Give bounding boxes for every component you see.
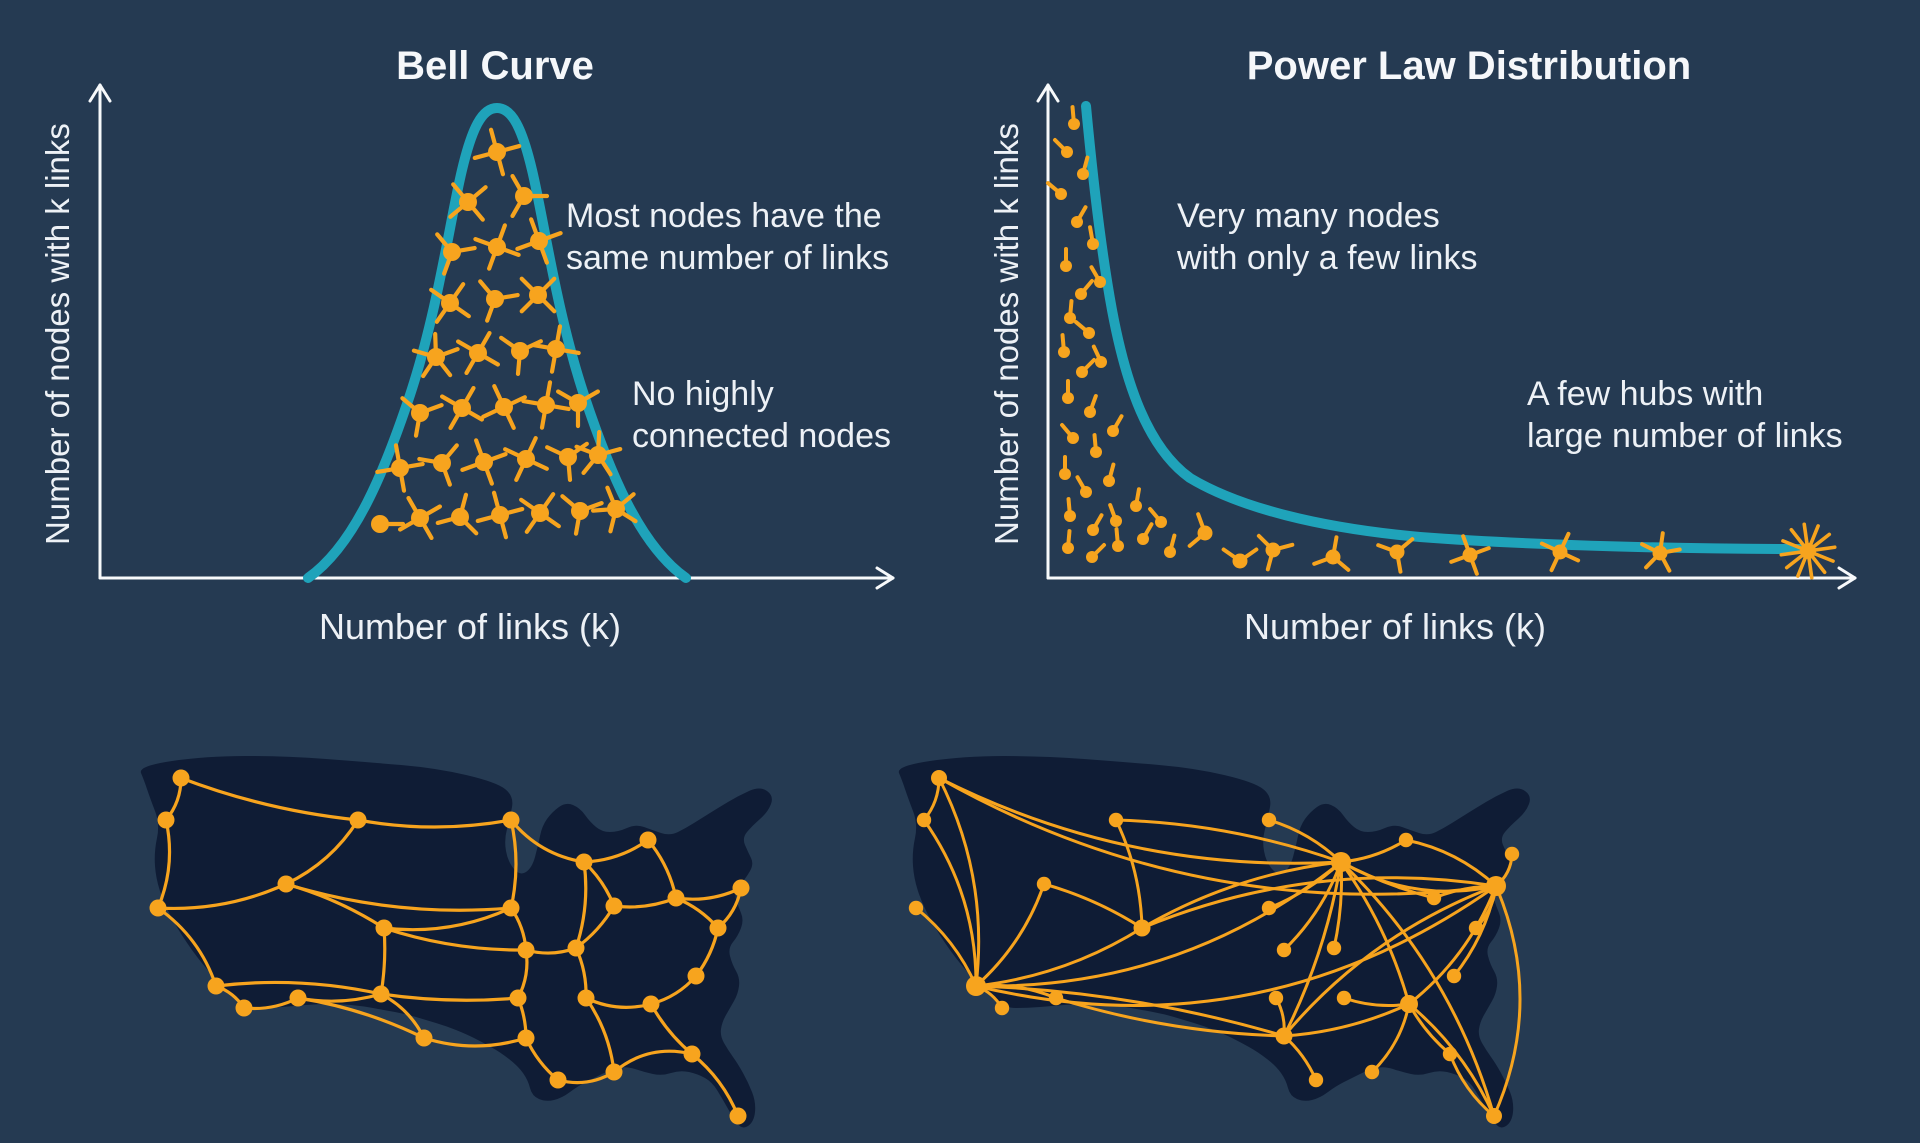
- right-annotation-bottom: A few hubs with large number of links: [1527, 375, 1843, 455]
- left-annotation-bottom: No highly connected nodes: [632, 375, 891, 455]
- right-us-map-hub-network-silhouette: [898, 756, 1530, 1128]
- right-x-axis-label: Number of links (k): [1243, 606, 1547, 647]
- left-us-map-random-network-silhouette: [140, 756, 772, 1128]
- bell-curve-path: [303, 102, 691, 583]
- left-x-axis-label: Number of links (k): [318, 606, 622, 647]
- power-law-hub-starburst: [1779, 522, 1837, 580]
- right-chart-title: Power Law Distribution: [1246, 44, 1692, 88]
- bell-curve-nodes: [371, 127, 638, 541]
- left-annotation-top: Most nodes have the same number of links: [566, 197, 890, 277]
- right-annotation-top: Very many nodes with only a few links: [1177, 197, 1478, 277]
- right-chart-axes: [1036, 83, 1857, 590]
- power-law-low-degree-nodes: [1045, 105, 1177, 563]
- right-y-axis-label: Number of nodes with k links: [988, 123, 1025, 545]
- left-us-map-random-network-nodes: [149, 769, 750, 1125]
- left-us-map-random-network: [140, 756, 772, 1128]
- power-law-curve-path: [1081, 101, 1811, 554]
- left-chart-axes: [88, 83, 895, 590]
- right-us-map-hub-network: [898, 756, 1530, 1128]
- power-law-tail-nodes: [1187, 512, 1682, 576]
- right-us-map-hub-network-nodes: [908, 770, 1520, 1124]
- left-chart-title: Bell Curve: [396, 44, 594, 88]
- left-y-axis-label: Number of nodes with k links: [39, 123, 76, 545]
